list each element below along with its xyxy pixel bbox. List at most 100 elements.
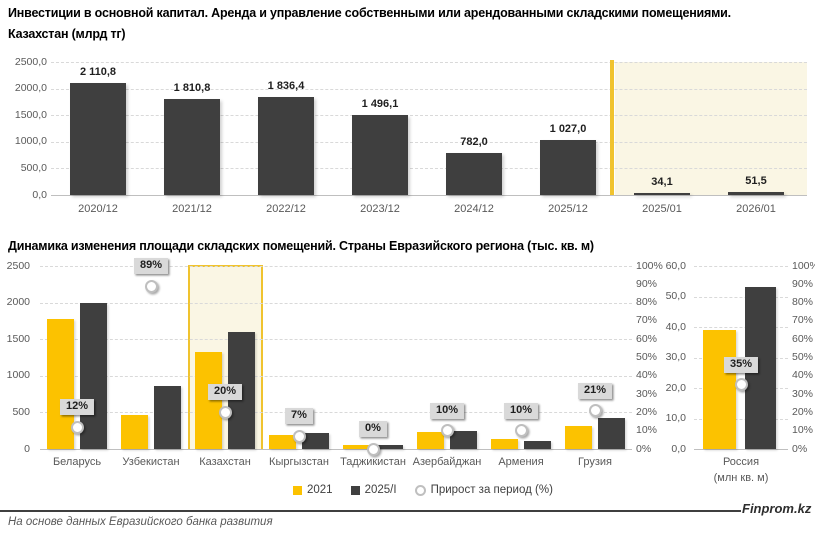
russia-y2tick-label: 10% xyxy=(792,424,814,437)
chart1-ytick-label: 2000,0 xyxy=(14,82,47,95)
chart1-ytick-label: 0,0 xyxy=(32,188,47,201)
chart2-category-label: Армения xyxy=(498,456,544,468)
chart2-bar-series2 xyxy=(376,444,403,449)
chart2-growth-marker xyxy=(144,279,158,293)
chart2-gridline xyxy=(40,266,632,267)
chart1-ytick-label: 2500,0 xyxy=(14,55,47,68)
chart1-bar-value: 1 496,1 xyxy=(361,98,399,111)
chart1-forecast-divider xyxy=(610,60,614,195)
chart2-growth-marker xyxy=(292,429,306,443)
russia-ytick-label: 60,0 xyxy=(665,259,686,272)
chart2-category-label: Азербайджан xyxy=(412,456,482,468)
russia-y2tick-label: 50% xyxy=(792,351,814,363)
chart2-gridline xyxy=(40,375,632,377)
chart2-y2tick-label: 100% xyxy=(636,259,663,272)
chart2-category-label: Казахстан xyxy=(199,456,251,468)
russia-y2tick-label: 90% xyxy=(792,277,814,290)
chart1-gridline xyxy=(51,195,807,196)
legend-item-2021: 2021 xyxy=(293,484,333,496)
chart2-growth-marker xyxy=(514,424,528,438)
chart2-growth-badge: 0% xyxy=(359,421,387,437)
chart1-bar xyxy=(164,98,220,195)
chart2-title: Динамика изменения площади складских пом… xyxy=(8,239,594,253)
russia-gridline xyxy=(694,296,788,298)
legend: 2021 2025/I Прирост за период (%) xyxy=(293,484,553,496)
russia-y2tick-label: 80% xyxy=(792,296,814,309)
chart2-bar-series1 xyxy=(565,425,592,449)
chart2-category-label: Кыргызстан xyxy=(269,456,329,468)
footer-divider xyxy=(0,510,741,512)
chart2-ytick-label: 0 xyxy=(24,442,30,455)
chart2-category-label: Таджикистан xyxy=(340,456,406,468)
chart2-bar-series2 xyxy=(450,430,477,449)
chart2-growth-marker xyxy=(366,442,380,456)
russia-y2tick-label: 20% xyxy=(792,405,814,418)
chart1-category-label: 2025/01 xyxy=(642,203,682,215)
chart1-bar xyxy=(352,115,408,195)
chart2-bar-series1 xyxy=(121,415,148,449)
chart2-gridline xyxy=(40,339,632,341)
chart1-ytick-label: 1000,0 xyxy=(14,135,47,148)
chart2-y2tick-label: 50% xyxy=(636,351,658,363)
chart2-growth-badge: 7% xyxy=(285,408,313,425)
chart1-ytick-label: 1500,0 xyxy=(14,108,47,121)
chart1-bar xyxy=(634,193,690,195)
chart2-growth-badge: 21% xyxy=(577,382,613,399)
chart1-gridline xyxy=(51,88,807,90)
chart2-growth-marker xyxy=(440,424,454,438)
chart1-bar-value: 1 836,4 xyxy=(267,80,305,93)
chart1-bar xyxy=(258,97,314,195)
russia-y2tick-label: 60% xyxy=(792,332,814,345)
chart2-y2tick-label: 80% xyxy=(636,296,658,309)
chart1-bar-value: 782,0 xyxy=(460,136,488,149)
chart1-gridline xyxy=(51,168,807,170)
chart2-category-label: Беларусь xyxy=(52,456,102,468)
chart2-growth-badge: 20% xyxy=(207,384,243,401)
russia-ytick-label: 10,0 xyxy=(665,412,686,424)
chart1-category-label: 2022/12 xyxy=(266,203,306,215)
russia-gridline xyxy=(694,266,788,267)
chart2-bar-series2 xyxy=(80,302,107,449)
russia-bar-series1 xyxy=(703,330,736,449)
chart1-category-label: 2021/12 xyxy=(172,203,212,215)
chart1-forecast-area xyxy=(615,62,807,195)
russia-growth-badge: 35% xyxy=(723,356,759,373)
brand-logo: Finprom.kz xyxy=(742,501,812,516)
chart2-gridline xyxy=(40,412,632,414)
chart2-growth-marker xyxy=(218,405,232,419)
chart2-bar-series1 xyxy=(343,444,370,449)
chart2-growth-marker xyxy=(70,420,84,434)
chart2-y2tick-label: 20% xyxy=(636,405,658,418)
chart1-title-line1: Инвестиции в основной капитал. Аренда и … xyxy=(8,6,731,20)
chart2-gridline xyxy=(40,449,632,450)
chart1-bar-value: 34,1 xyxy=(651,176,673,188)
chart2-y2tick-label: 90% xyxy=(636,277,658,290)
chart2-bar-series2 xyxy=(154,386,181,449)
chart2-ytick-label: 1500 xyxy=(6,332,30,345)
russia-y2tick-label: 30% xyxy=(792,387,814,400)
chart1-category-label: 2025/12 xyxy=(548,203,588,215)
chart2-y2tick-label: 60% xyxy=(636,332,658,345)
chart2-category-label: Узбекистан xyxy=(122,456,180,468)
chart1-category-label: 2020/12 xyxy=(78,203,118,215)
chart1-ytick-label: 500,0 xyxy=(20,161,47,174)
russia-gridline xyxy=(694,449,788,450)
legend-label-2021: 2021 xyxy=(307,484,333,496)
chart2-growth-badge: 89% xyxy=(133,258,169,275)
chart1-bar-value: 1 027,0 xyxy=(549,123,587,136)
chart1-gridline xyxy=(51,62,807,63)
russia-category-note: (млн кв. м) xyxy=(713,472,769,484)
chart2-growth-marker xyxy=(588,404,602,418)
chart1-bar xyxy=(540,140,596,195)
chart2-y2tick-label: 10% xyxy=(636,424,658,437)
chart1-category-label: 2026/01 xyxy=(736,203,776,215)
chart2-bar-series2 xyxy=(524,440,551,449)
chart1-category-label: 2024/12 xyxy=(454,203,494,215)
russia-growth-marker xyxy=(734,378,748,392)
russia-ytick-label: 50,0 xyxy=(665,290,686,302)
russia-gridline xyxy=(694,327,788,328)
legend-label-2025: 2025/I xyxy=(364,484,397,496)
chart2-gridline xyxy=(40,302,632,304)
chart1-bar-value: 1 810,8 xyxy=(173,81,211,94)
